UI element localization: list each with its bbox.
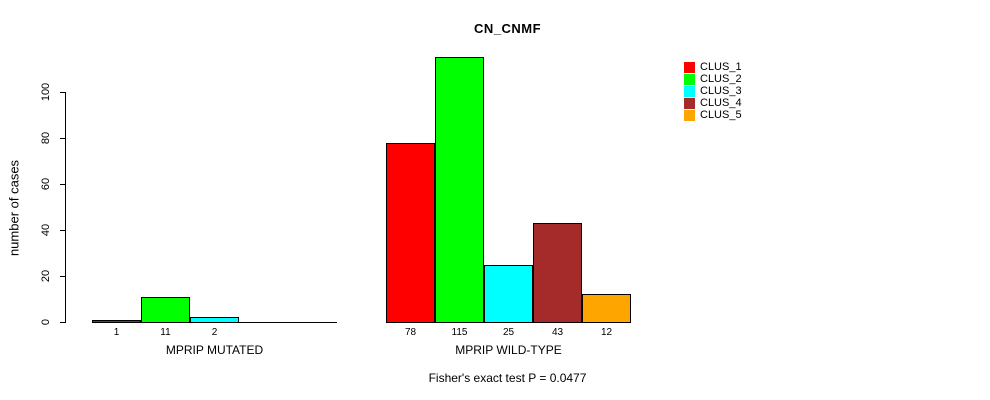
legend-label: CLUS_3 bbox=[700, 85, 742, 97]
y-tick bbox=[60, 322, 65, 323]
bar-CLUS_4 bbox=[533, 223, 582, 323]
legend-item: CLUS_1 bbox=[684, 61, 742, 73]
y-axis-label: number of cases bbox=[6, 159, 22, 257]
legend-swatch bbox=[684, 85, 695, 97]
bar-value-label: 11 bbox=[160, 327, 171, 338]
y-tick-label: 0 bbox=[40, 318, 52, 326]
y-tick bbox=[60, 184, 65, 185]
y-tick bbox=[60, 230, 65, 231]
y-axis-line bbox=[65, 92, 66, 323]
legend-swatch bbox=[684, 97, 695, 109]
y-tick bbox=[60, 92, 65, 93]
legend-label: CLUS_1 bbox=[700, 61, 742, 73]
legend-item: CLUS_4 bbox=[684, 97, 742, 109]
bar-value-label: 43 bbox=[551, 327, 564, 338]
bar-CLUS_2 bbox=[141, 297, 190, 323]
bar-CLUS_1 bbox=[386, 143, 435, 323]
bar-value-label: 1 bbox=[113, 327, 120, 338]
bar-CLUS_3 bbox=[190, 317, 239, 323]
legend: CLUS_1 CLUS_2 CLUS_3 CLUS_4 CLUS_5 bbox=[684, 61, 742, 121]
bar-value-label: 115 bbox=[451, 327, 468, 338]
legend-label: CLUS_2 bbox=[700, 73, 742, 85]
y-tick-label: 100 bbox=[40, 82, 52, 102]
legend-item: CLUS_2 bbox=[684, 73, 742, 85]
bar-CLUS_3 bbox=[484, 265, 533, 323]
y-tick-label: 80 bbox=[40, 131, 52, 145]
legend-item: CLUS_3 bbox=[684, 85, 742, 97]
bar-value-label: 78 bbox=[404, 327, 417, 338]
bar-value-label: 2 bbox=[211, 327, 218, 338]
footnote: Fisher's exact test P = 0.0477 bbox=[428, 371, 587, 385]
y-tick bbox=[60, 276, 65, 277]
chart-title: CN_CNMF bbox=[473, 21, 542, 36]
bar-value-label: 25 bbox=[502, 327, 515, 338]
y-tick bbox=[60, 138, 65, 139]
bar-CLUS_1 bbox=[92, 320, 141, 323]
group-label: MPRIP WILD-TYPE bbox=[455, 343, 562, 357]
legend-swatch bbox=[684, 109, 695, 121]
y-tick-label: 40 bbox=[40, 223, 52, 237]
bar-CLUS_5 bbox=[582, 294, 631, 323]
group-label: MPRIP MUTATED bbox=[165, 343, 264, 357]
legend-item: CLUS_5 bbox=[684, 109, 742, 121]
bar-value-label: 12 bbox=[600, 327, 613, 338]
y-tick-label: 60 bbox=[40, 177, 52, 191]
legend-swatch bbox=[684, 73, 695, 85]
legend-swatch bbox=[684, 61, 695, 73]
legend-label: CLUS_5 bbox=[700, 109, 742, 121]
legend-label: CLUS_4 bbox=[700, 97, 742, 109]
bar-CLUS_2 bbox=[435, 57, 484, 323]
y-tick-label: 20 bbox=[40, 269, 52, 283]
